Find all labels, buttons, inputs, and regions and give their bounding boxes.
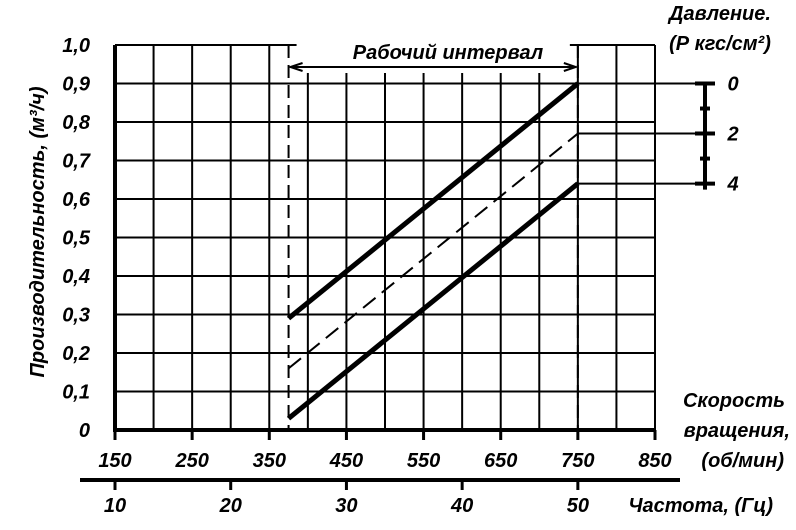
y-tick-label: 0,5 [62, 228, 91, 250]
series-line-pressure-2 [287, 132, 579, 370]
x-tick-label: 350 [253, 450, 286, 472]
working-interval [287, 35, 579, 430]
working-interval-label: Рабочий интервал [353, 42, 544, 64]
y-tick-label: 0 [79, 420, 90, 442]
pressure-tick-label: 2 [726, 124, 738, 146]
x-tick-label: 850 [638, 450, 671, 472]
pressure-scale: 0 2 4 [577, 74, 739, 196]
tick-labels: 0 0,1 0,2 0,3 0,4 0,5 0,6 0,7 0,8 0,9 1,0 150 250 350… [62, 35, 672, 517]
x-tick-label: 250 [174, 450, 208, 472]
x-axis-label-line3: (об/мин) [701, 450, 784, 472]
x-axis-label-line1: Скорость [683, 390, 785, 412]
pressure-tick-label: 0 [727, 74, 738, 96]
x-tick-label: 750 [561, 450, 594, 472]
x-tick-label: 150 [98, 450, 131, 472]
frequency-tick-label: 10 [104, 495, 126, 517]
y-tick-label: 0,8 [62, 112, 91, 134]
pressure-title-line1: Давление. [667, 3, 771, 25]
x-tick-label: 450 [329, 450, 363, 472]
frequency-tick-label: 40 [450, 495, 473, 517]
y-tick-label: 0,6 [62, 189, 91, 211]
frequency-tick-label: 20 [219, 495, 242, 517]
x-tick-label: 650 [484, 450, 517, 472]
x-axis-label-line2: вращения, [684, 420, 790, 442]
y-axis-label: Производительность, (м³/ч) [27, 86, 49, 377]
x-tick-label: 550 [407, 450, 440, 472]
y-tick-label: 0,3 [62, 305, 90, 327]
y-tick-label: 0,9 [62, 74, 91, 96]
frequency-tick-label: 50 [567, 495, 589, 517]
frequency-axis-label: Частота, (Гц) [628, 495, 773, 517]
series-line-pressure-4 [286, 181, 580, 421]
y-tick-label: 0,2 [62, 343, 90, 365]
y-tick-label: 0,4 [62, 266, 90, 288]
pressure-title-line2: (Р кгс/см²) [669, 33, 771, 55]
pressure-tick-label: 4 [726, 174, 738, 196]
frequency-tick-label: 30 [335, 495, 357, 517]
series-group [286, 81, 580, 421]
y-tick-label: 1,0 [62, 35, 90, 57]
series-line-pressure-0 [286, 81, 580, 321]
axes [80, 45, 680, 490]
y-tick-label: 0,1 [62, 382, 90, 404]
y-tick-label: 0,7 [62, 151, 91, 173]
